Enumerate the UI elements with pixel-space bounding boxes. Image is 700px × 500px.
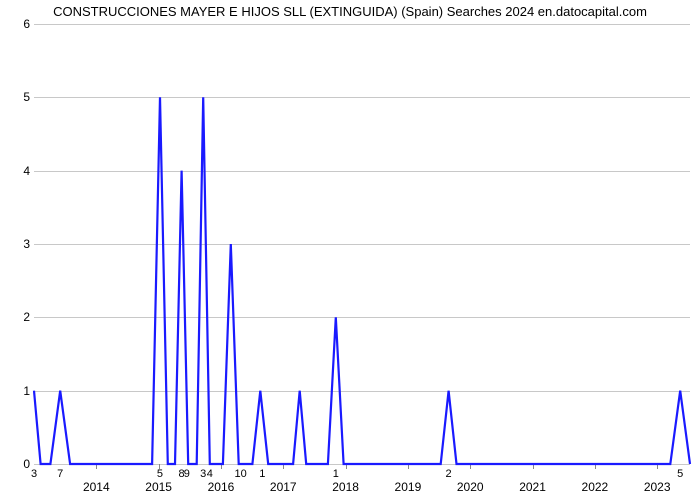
x-axis-year-label: 2023: [644, 480, 671, 494]
data-value-label: 3: [200, 468, 206, 480]
data-value-label: 2: [446, 468, 452, 480]
y-axis-tick-label: 4: [12, 164, 30, 178]
x-axis-year-label: 2016: [208, 480, 235, 494]
data-value-label: 9: [184, 468, 190, 480]
y-axis-tick-label: 3: [12, 237, 30, 251]
data-value-label: 4: [207, 468, 213, 480]
x-axis-year-label: 2015: [145, 480, 172, 494]
x-axis-year-label: 2018: [332, 480, 359, 494]
data-value-label: 1: [333, 468, 339, 480]
y-axis-tick-label: 0: [12, 457, 30, 471]
y-axis-tick-label: 6: [12, 17, 30, 31]
data-value-label: 5: [157, 468, 163, 480]
data-value-label: 7: [57, 468, 63, 480]
data-value-label: 10: [235, 468, 247, 480]
data-line: [34, 24, 690, 464]
y-axis-tick-label: 1: [12, 384, 30, 398]
chart-plot-area: 0123456201420152016201720182019202020212…: [34, 24, 690, 464]
x-axis-year-label: 2014: [83, 480, 110, 494]
x-axis-year-label: 2022: [582, 480, 609, 494]
data-value-label: 1: [259, 468, 265, 480]
x-axis-year-label: 2017: [270, 480, 297, 494]
data-value-label: 3: [31, 468, 37, 480]
x-axis-year-label: 2021: [519, 480, 546, 494]
y-axis-tick-label: 2: [12, 310, 30, 324]
chart-title: CONSTRUCCIONES MAYER E HIJOS SLL (EXTING…: [0, 4, 700, 19]
x-axis-year-label: 2020: [457, 480, 484, 494]
x-axis-year-label: 2019: [395, 480, 422, 494]
y-axis-tick-label: 5: [12, 90, 30, 104]
data-value-label: 5: [677, 468, 683, 480]
